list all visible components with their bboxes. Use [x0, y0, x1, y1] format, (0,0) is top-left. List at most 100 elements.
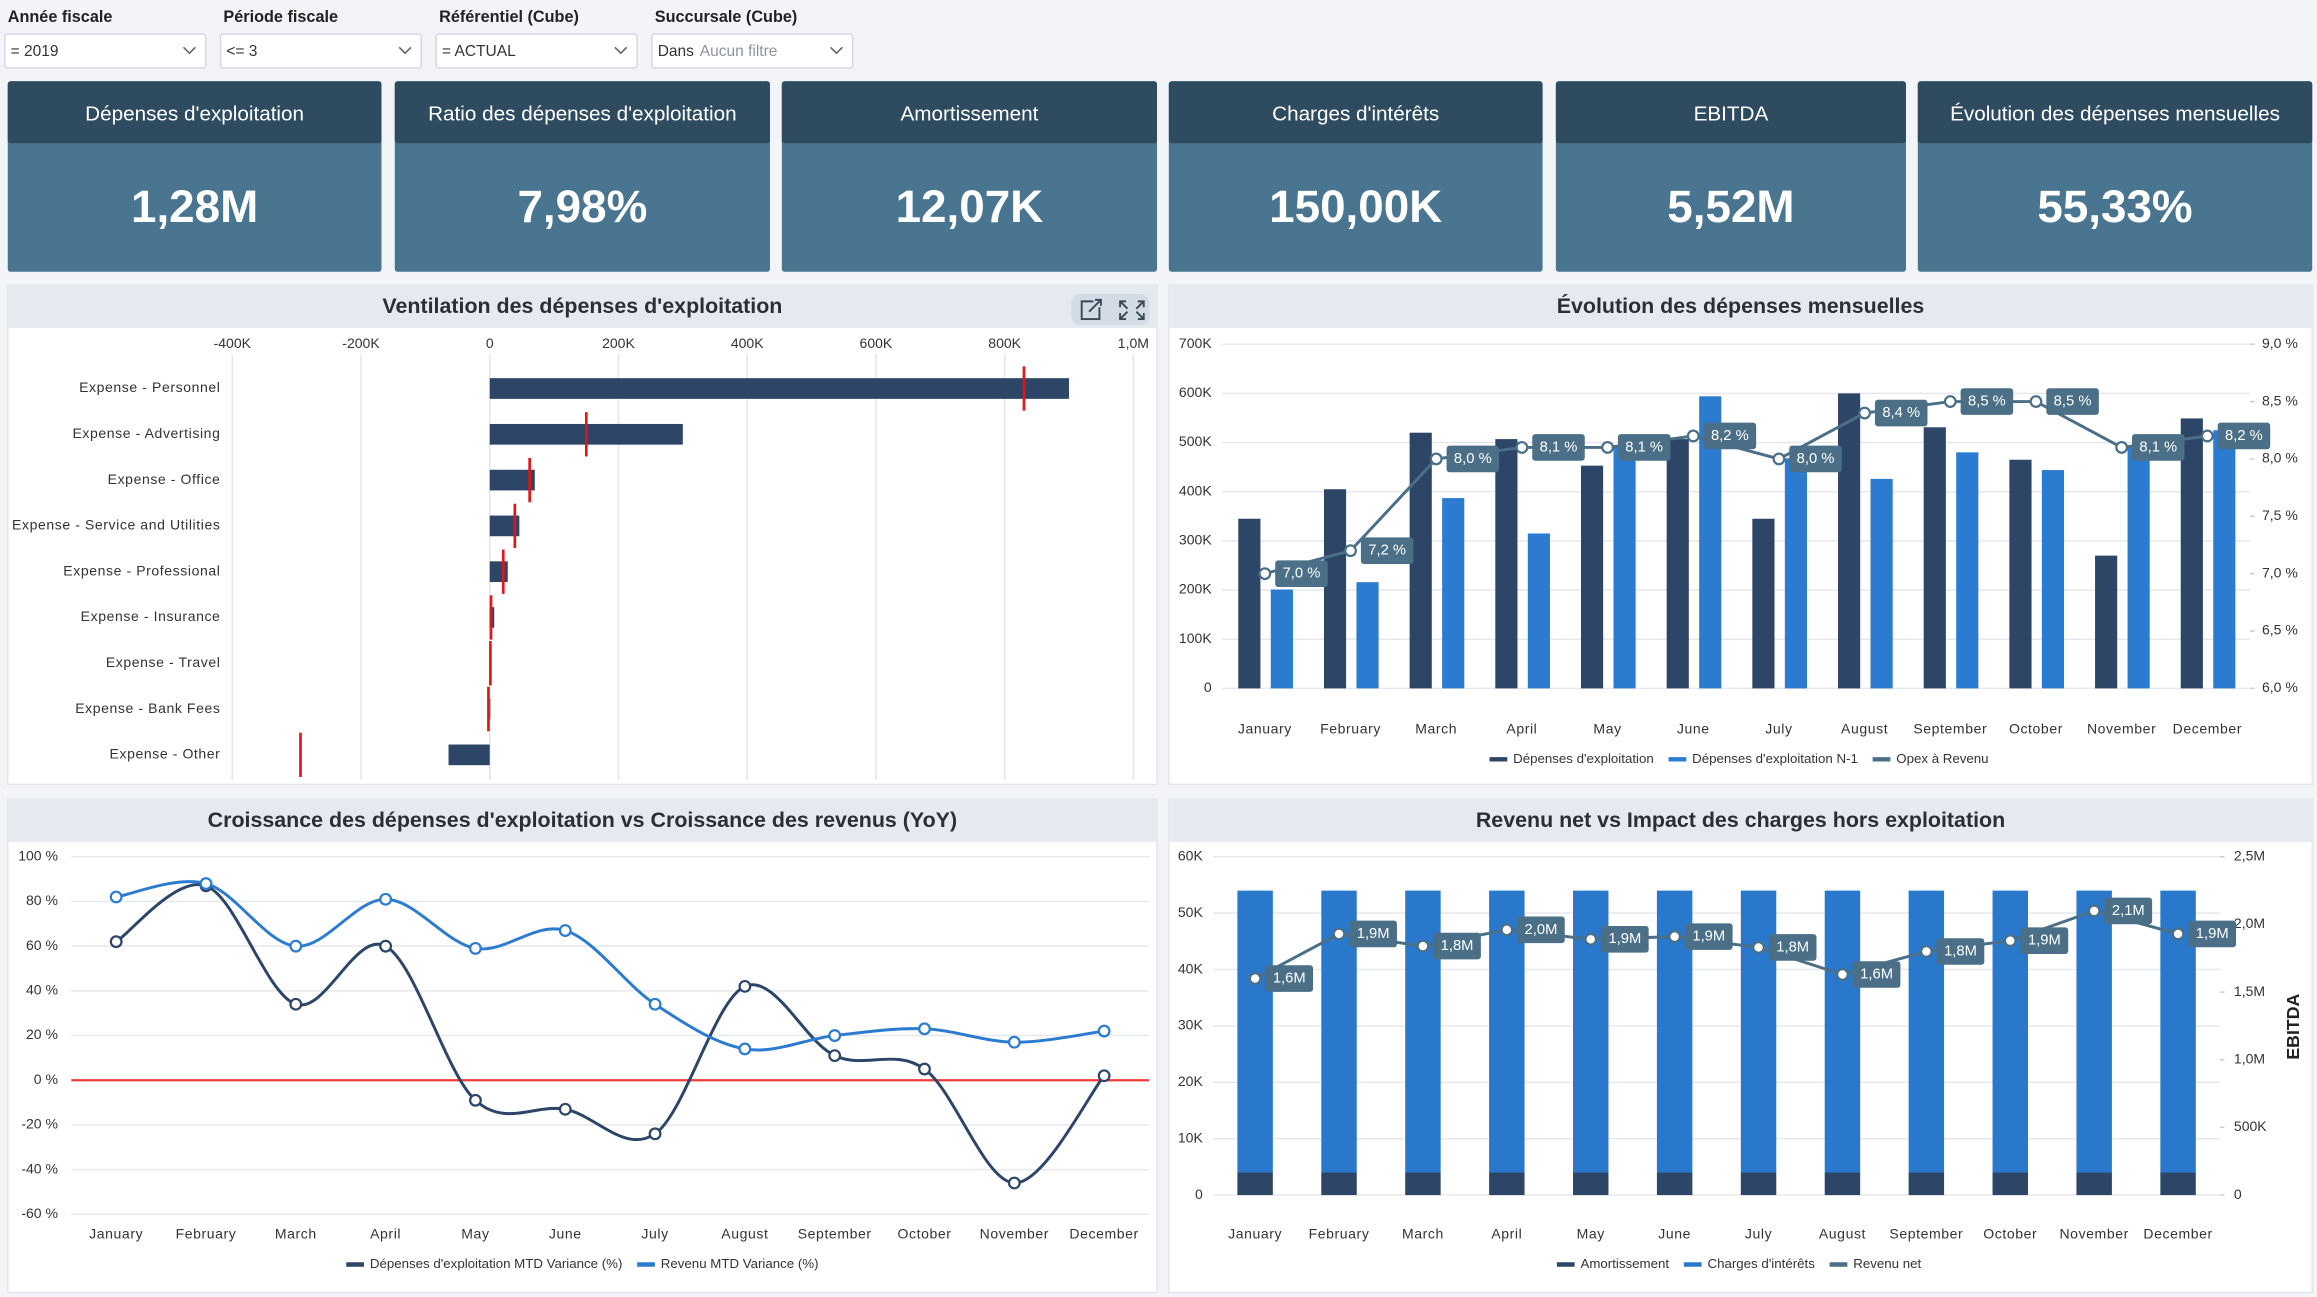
y2-axis-title: EBITDA: [2283, 993, 2303, 1059]
bar: [1956, 452, 1979, 689]
open-button[interactable]: [1080, 298, 1102, 321]
y-tick-label: -20 %: [21, 1116, 58, 1132]
y2-tick-label: 8,0 %: [2262, 450, 2298, 466]
chart-title: Revenu net vs Impact des charges hors ex…: [1476, 808, 2005, 832]
x-tick-label: -200K: [342, 335, 380, 351]
value-label-box: [1789, 445, 1842, 473]
category-label: Expense - Office: [108, 471, 221, 487]
bar-segment: [1824, 1172, 1861, 1196]
line-point: [379, 892, 393, 906]
x-tick-label: August: [1841, 720, 1888, 736]
y2-tick-label: 1,0M: [2234, 1050, 2265, 1066]
value-label: 8,2 %: [2217, 422, 2271, 450]
kpi-value: 1,28M: [131, 181, 258, 232]
bar: [2213, 430, 2236, 689]
filter-dropdown[interactable]: <= 3: [219, 33, 423, 69]
chart-title: Ventilation des dépenses d'exploitation: [382, 294, 782, 318]
kpi-title: Amortissement: [900, 103, 1038, 126]
y-tick-label: 50K: [1178, 904, 1204, 920]
value-label-text: 8,1 %: [2139, 439, 2177, 455]
chart-panel: Croissance des dépenses d'exploitation v…: [7, 798, 1158, 1294]
filter-dropdown[interactable]: = ACTUAL: [435, 33, 638, 69]
category-label: Expense - Service and Utilities: [12, 517, 220, 533]
legend: Amortissement Charges d'intérêts Revenu ne…: [1556, 1256, 1922, 1271]
line-point: [648, 1127, 662, 1141]
x-tick-label: December: [2143, 1226, 2212, 1242]
value-label-text: 7,2 %: [1368, 543, 1406, 559]
kpi-title: Ratio des dépenses d'exploitation: [428, 103, 736, 126]
bar: [448, 744, 490, 766]
category-label: Expense - Personnel: [79, 379, 220, 395]
y-tick-label: 20 %: [26, 1026, 58, 1042]
value-label: 1,9M: [1349, 920, 1397, 948]
x-tick-label: January: [1238, 720, 1292, 736]
value-label: 2,0M: [1517, 916, 1565, 944]
kpi-header: [1917, 81, 2313, 144]
bar-segment: [1740, 890, 1777, 1173]
x-tick-label: June: [1677, 720, 1710, 736]
category-label: Expense - Bank Fees: [75, 700, 220, 716]
line-point: [2115, 441, 2129, 454]
x-tick-label: July: [1745, 1226, 1772, 1242]
chart-panel: Revenu net vs Impact des charges hors ex…: [1168, 798, 2313, 1294]
value-label-box: [2131, 434, 2185, 461]
line-point: [2171, 927, 2185, 941]
panel-header: [1168, 799, 2313, 843]
line-point: [2029, 395, 2043, 408]
bar-segment: [1992, 1172, 2028, 1196]
dropdown-box: [651, 33, 854, 69]
filter-dropdown[interactable]: = 2019: [4, 33, 207, 69]
bar-segment: [1740, 1172, 1777, 1196]
value-label: 8,5 %: [2046, 388, 2099, 415]
kpi-title: Charges d'intérêts: [1272, 103, 1439, 126]
value-label-box: [2046, 388, 2099, 415]
y-tick-label: -40 %: [21, 1160, 58, 1176]
bar: [489, 515, 520, 537]
legend-label: Revenu MTD Variance (%): [661, 1256, 819, 1271]
value-label-text: 8,1 %: [1625, 439, 1663, 455]
bar: [489, 469, 535, 491]
line-point: [1515, 441, 1529, 454]
x-tick-label: May: [1593, 720, 1621, 736]
filter-label: Référentiel (Cube): [439, 8, 579, 26]
value-label: 8,1 %: [2131, 434, 2185, 461]
chart-title: Croissance des dépenses d'exploitation v…: [208, 808, 957, 832]
x-tick-label: March: [1415, 720, 1457, 736]
filter-value: Dans: [658, 43, 694, 60]
line-point: [828, 1029, 842, 1042]
bar: [1870, 478, 1893, 689]
value-label-box: [1684, 923, 1733, 950]
x-tick-label: November: [2059, 1226, 2128, 1242]
line-point: [1772, 452, 1786, 466]
value-label: 8,2 %: [1703, 422, 1757, 450]
line-point: [1584, 932, 1598, 946]
panel-header: [7, 285, 1158, 328]
y-tick-label: 80 %: [26, 892, 58, 908]
x-tick-label: 0: [486, 335, 494, 351]
x-tick-label: October: [1983, 1226, 2037, 1242]
legend: Dépenses d'exploitation MTD Variance (%)…: [346, 1256, 819, 1271]
kpi-value: 7,98%: [517, 181, 647, 232]
value-label-text: 1,9M: [2196, 926, 2229, 942]
value-label: 2,1M: [2104, 897, 2153, 925]
value-label-text: 1,9M: [2028, 933, 2061, 949]
x-tick-label: September: [798, 1226, 872, 1242]
kpi-value: 55,33%: [2037, 181, 2192, 232]
value-label: 1,6M: [1265, 965, 1314, 992]
line-point: [648, 997, 662, 1011]
bar: [1442, 498, 1465, 689]
y2-tick-label: 6,5 %: [2262, 622, 2298, 638]
panel-bg: [7, 284, 1158, 786]
dropdown-box: [219, 33, 423, 69]
value-label-text: 8,0 %: [1797, 451, 1835, 467]
value-label: 1,8M: [1433, 932, 1481, 960]
y-tick-label: 0: [1195, 1186, 1203, 1202]
y2-tick-label: 0: [2234, 1186, 2242, 1202]
line-point: [2003, 934, 2017, 948]
value-label-box: [2217, 422, 2271, 450]
x-tick-label: October: [898, 1226, 952, 1242]
filter-dropdown[interactable]: Dans Aucun filtre: [651, 33, 854, 69]
kpi-header: [394, 81, 770, 144]
fullscreen-button[interactable]: [1119, 300, 1145, 321]
line-point: [918, 1062, 931, 1076]
